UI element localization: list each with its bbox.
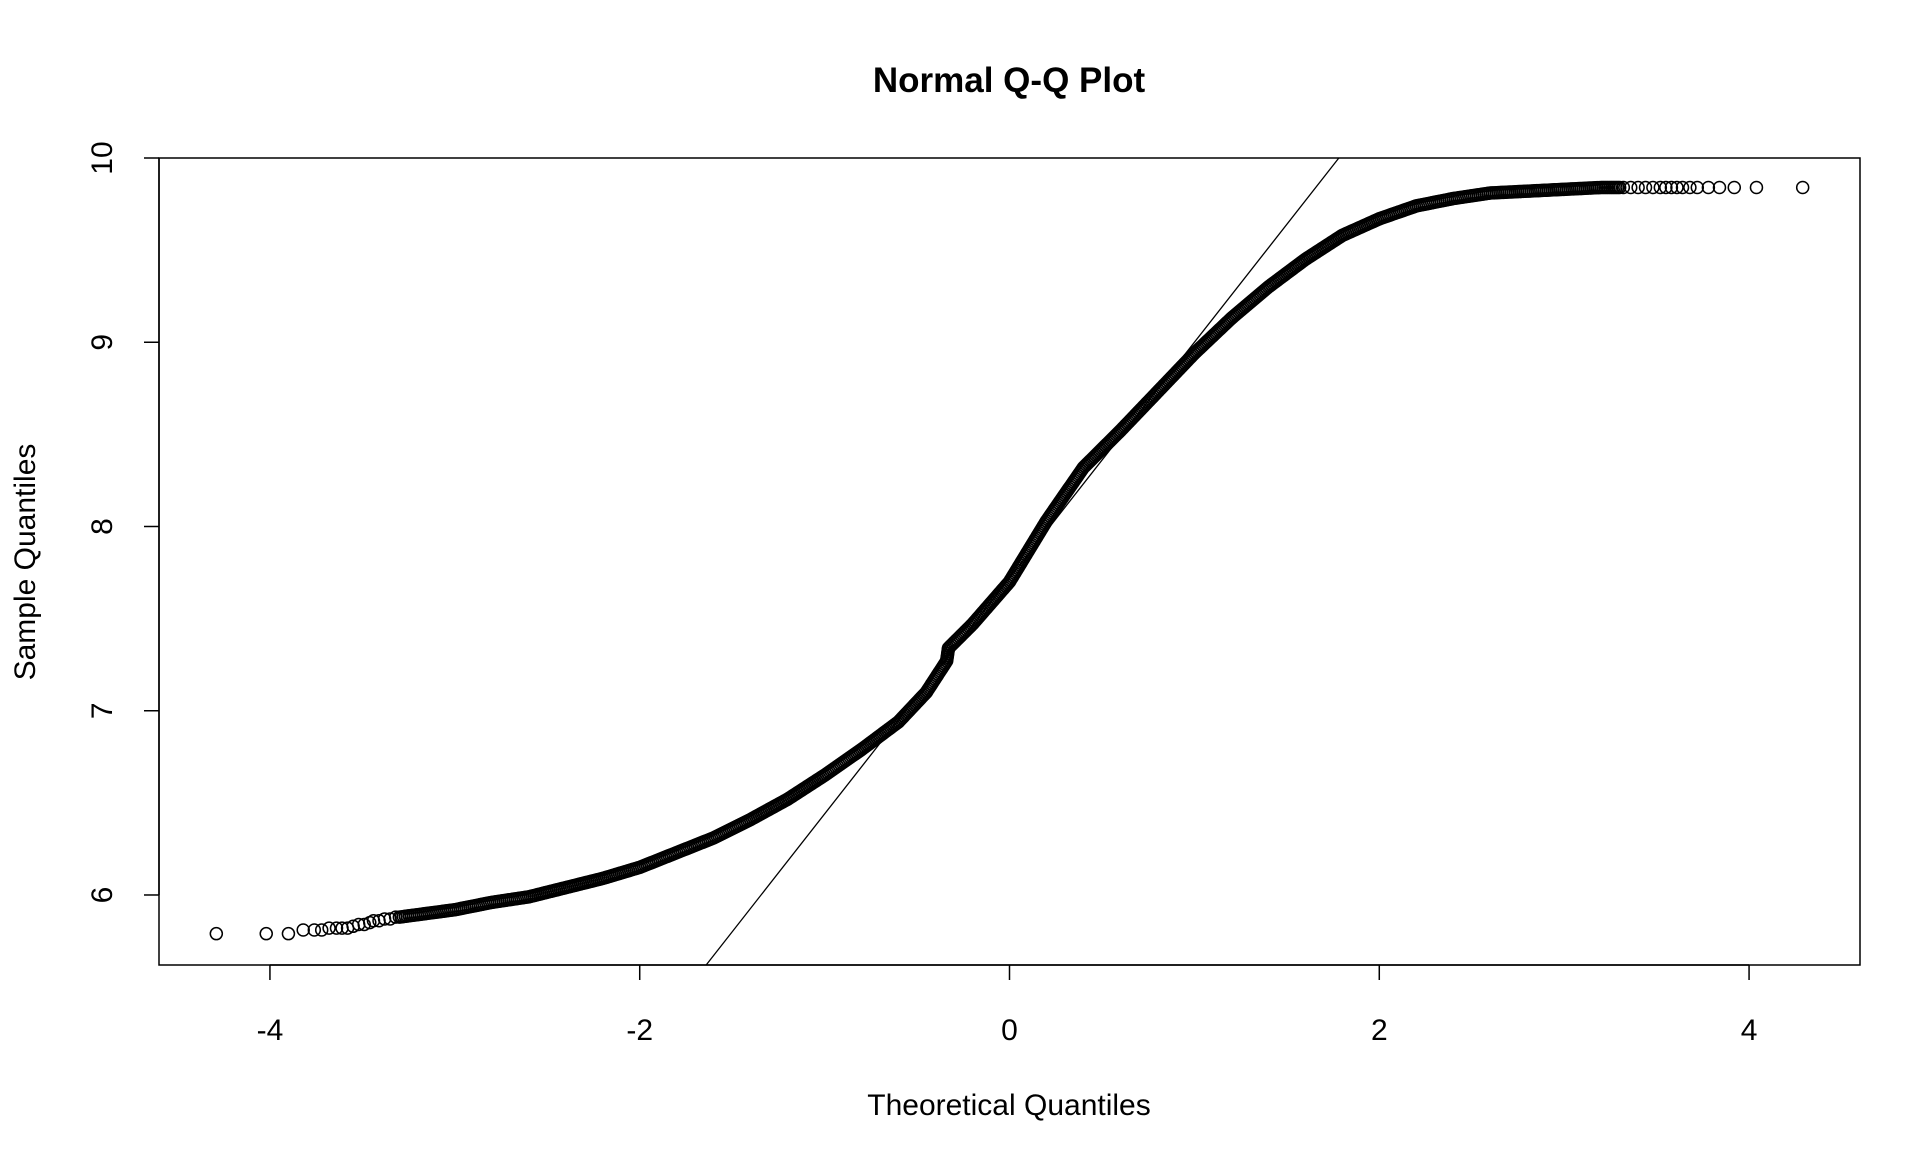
data-point <box>296 923 310 937</box>
x-axis-label: Theoretical Quantiles <box>867 1089 1150 1122</box>
data-point <box>1670 180 1684 195</box>
y-tick-label: 7 <box>86 702 119 719</box>
data-point <box>1646 180 1660 195</box>
data-point <box>1727 180 1742 195</box>
data-point <box>281 926 296 941</box>
data-point <box>259 926 273 941</box>
data-point <box>1795 180 1810 195</box>
x-axis: -4 -2 0 2 4 <box>257 964 1758 1047</box>
data-point <box>1612 180 1627 195</box>
x-tick-label: -2 <box>626 1014 653 1047</box>
y-tick-label: 8 <box>86 518 119 535</box>
data-point <box>1659 180 1673 195</box>
x-tick-label: 4 <box>1741 1014 1758 1047</box>
y-tick-label: 9 <box>86 334 119 351</box>
data-point <box>1631 180 1645 195</box>
data-point <box>1623 180 1638 195</box>
data-point <box>1664 180 1679 195</box>
data-point <box>1616 180 1631 195</box>
data-point <box>1683 180 1697 195</box>
data-point <box>314 923 329 937</box>
y-axis: 6 7 8 9 10 <box>86 141 160 904</box>
y-axis-label: Sample Quantiles <box>9 444 42 681</box>
y-tick-label: 10 <box>86 141 119 174</box>
data-point <box>1638 180 1653 195</box>
data-point <box>357 917 371 932</box>
chart-title: Normal Q-Q Plot <box>873 61 1146 100</box>
data-point <box>1675 180 1690 195</box>
plot-box <box>158 157 1861 966</box>
data-point <box>322 921 336 935</box>
data-point <box>1653 180 1668 195</box>
data-point <box>307 923 322 937</box>
x-tick-label: 0 <box>1001 1014 1018 1047</box>
y-tick-label: 6 <box>86 887 119 904</box>
data-point <box>209 926 224 941</box>
points-group <box>209 180 1810 941</box>
data-point <box>1690 180 1705 195</box>
data-point <box>1712 180 1727 195</box>
data-point <box>1749 180 1764 195</box>
x-tick-label: -4 <box>257 1014 284 1047</box>
data-point <box>329 921 344 935</box>
x-tick-label: 2 <box>1371 1014 1388 1047</box>
data-point <box>1701 180 1716 195</box>
